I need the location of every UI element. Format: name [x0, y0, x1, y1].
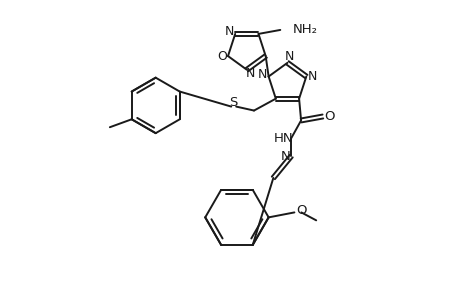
Text: N: N [284, 50, 293, 63]
Text: N: N [246, 67, 255, 80]
Text: HN: HN [273, 132, 292, 145]
Text: N: N [257, 68, 267, 81]
Text: O: O [324, 110, 334, 123]
Text: N: N [224, 26, 234, 38]
Text: NH₂: NH₂ [292, 23, 318, 36]
Text: N: N [280, 150, 290, 163]
Text: O: O [296, 204, 306, 217]
Text: O: O [217, 50, 226, 63]
Text: S: S [229, 96, 237, 109]
Text: N: N [307, 70, 316, 83]
